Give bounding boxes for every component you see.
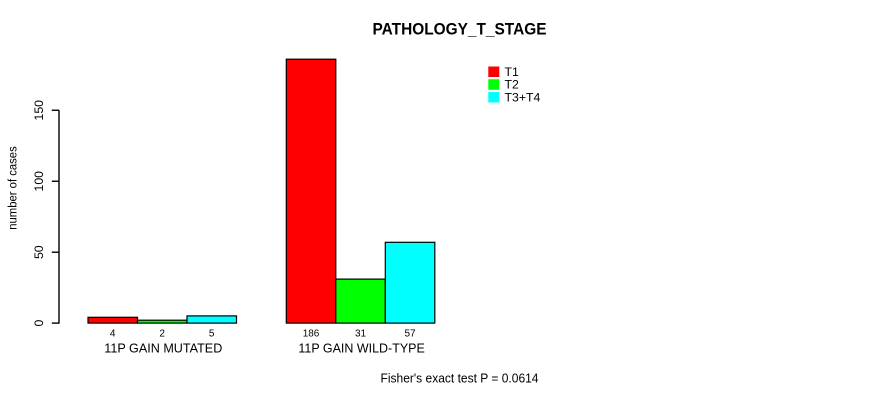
- svg-text:4: 4: [110, 329, 116, 340]
- svg-text:T2: T2: [505, 78, 520, 92]
- svg-text:57: 57: [404, 329, 416, 340]
- svg-text:31: 31: [355, 329, 367, 340]
- svg-text:150: 150: [32, 100, 46, 121]
- svg-text:100: 100: [32, 171, 46, 192]
- svg-text:11P GAIN MUTATED: 11P GAIN MUTATED: [104, 342, 222, 356]
- svg-text:T3+T4: T3+T4: [505, 90, 541, 104]
- svg-text:5: 5: [209, 329, 215, 340]
- svg-text:186: 186: [303, 329, 320, 340]
- svg-text:Fisher's exact test P = 0.0614: Fisher's exact test P = 0.0614: [381, 372, 539, 386]
- svg-text:2: 2: [159, 329, 165, 340]
- svg-text:50: 50: [32, 245, 46, 259]
- svg-text:11P GAIN WILD-TYPE: 11P GAIN WILD-TYPE: [298, 342, 424, 356]
- svg-text:0: 0: [32, 320, 46, 327]
- svg-text:T1: T1: [505, 65, 520, 79]
- svg-text:number of cases: number of cases: [6, 146, 20, 230]
- svg-text:PATHOLOGY_T_STAGE: PATHOLOGY_T_STAGE: [373, 21, 547, 39]
